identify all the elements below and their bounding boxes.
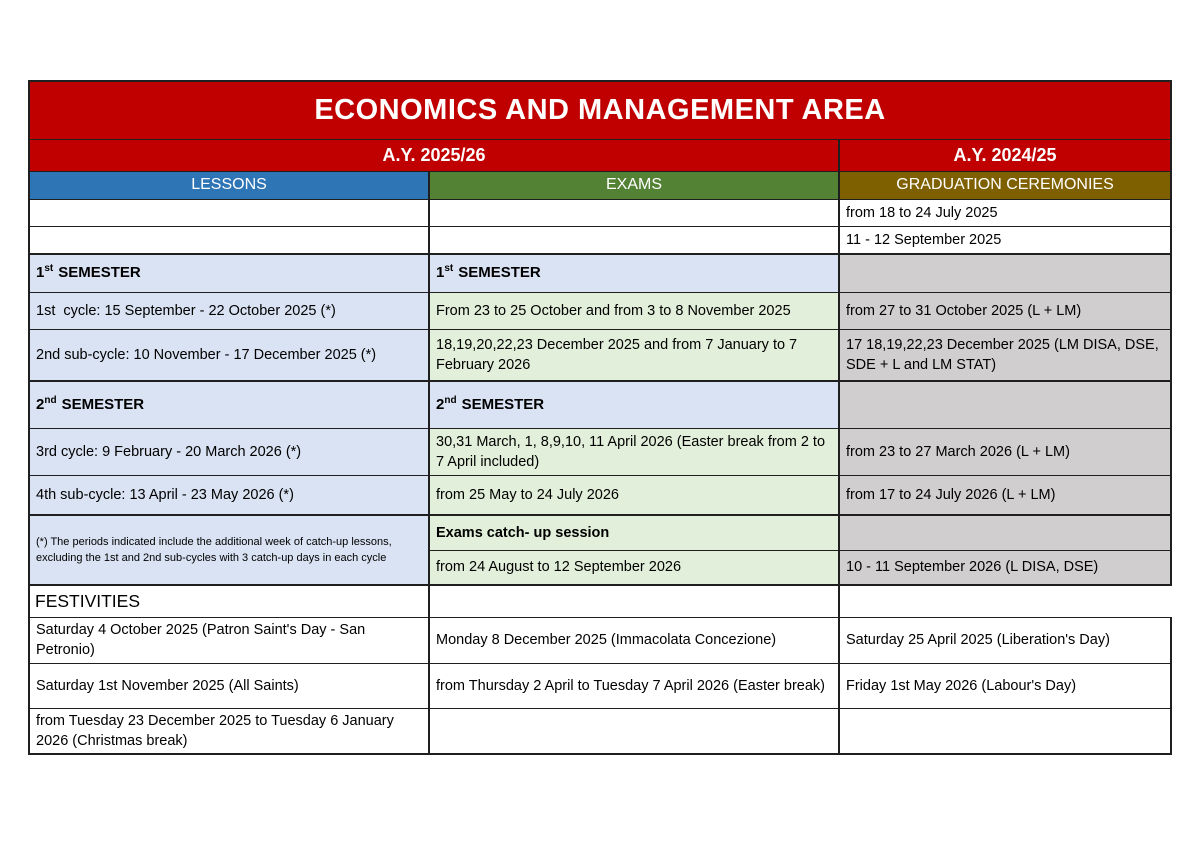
empty-graduation-cell — [837, 253, 1173, 293]
empty-lessons-cell — [28, 225, 430, 255]
empty-graduation-cell — [837, 707, 1173, 755]
semester-ordinal-suffix: nd — [444, 394, 457, 406]
graduation-september-2025-cell: 11 - 12 September 2025 — [837, 225, 1173, 255]
lessons-column-header: LESSONS — [28, 170, 430, 200]
third-cycle-lessons-cell: 3rd cycle: 9 February - 20 March 2026 (*… — [28, 427, 430, 476]
semester-number: 1 — [436, 264, 445, 282]
second-semester-lessons-cell: 2nd SEMESTER — [28, 380, 430, 429]
ay-2025-26-header: A.Y. 2025/26 — [28, 138, 840, 172]
fourth-subcycle-exams-cell: from 25 May to 24 July 2026 — [428, 474, 840, 516]
semester-word: SEMESTER — [58, 264, 141, 282]
semester-ordinal-suffix: nd — [44, 394, 57, 406]
empty-exams-cell — [428, 584, 840, 618]
first-semester-exams-cell: 1st SEMESTER — [428, 253, 840, 293]
empty-exams-cell — [428, 225, 840, 255]
semester-word: SEMESTER — [61, 395, 145, 413]
empty-graduation-cell — [837, 514, 1173, 551]
semester-number: 2 — [36, 395, 45, 413]
catchup-note-cell: (*) The periods indicated include the ad… — [28, 514, 430, 586]
empty-graduation-cell — [837, 584, 1172, 618]
all-saints-festivity-cell: Saturday 1st November 2025 (All Saints) — [28, 662, 430, 709]
second-subcycle-exams-cell: 18,19,20,22,23 December 2025 and from 7 … — [428, 328, 840, 382]
fourth-subcycle-lessons-cell: 4th sub-cycle: 13 April - 23 May 2026 (*… — [28, 474, 430, 516]
empty-exams-cell — [428, 198, 840, 227]
easter-break-festivity-cell: from Thursday 2 April to Tuesday 7 April… — [428, 662, 840, 709]
ay-2024-25-header: A.Y. 2024/25 — [837, 138, 1173, 172]
second-semester-exams-cell: 2nd SEMESTER — [428, 380, 840, 429]
semester-number: 2 — [436, 395, 445, 413]
third-cycle-graduation-cell: from 23 to 27 March 2026 (L + LM) — [837, 427, 1173, 476]
first-cycle-graduation-cell: from 27 to 31 October 2025 (L + LM) — [837, 291, 1173, 330]
empty-graduation-cell — [837, 380, 1173, 429]
title-banner: ECONOMICS AND MANAGEMENT AREA — [27, 80, 1173, 140]
second-subcycle-graduation-cell: 17 18,19,22,23 December 2025 (LM DISA, D… — [837, 328, 1173, 382]
third-cycle-exams-cell: 30,31 March, 1, 8,9,10, 11 April 2026 (E… — [428, 427, 840, 476]
labour-day-festivity-cell: Friday 1st May 2026 (Labour's Day) — [837, 662, 1173, 709]
graduation-july-2025-cell: from 18 to 24 July 2025 — [837, 198, 1173, 227]
semester-ordinal-suffix: st — [444, 263, 454, 275]
liberation-day-festivity-cell: Saturday 25 April 2025 (Liberation's Day… — [837, 616, 1173, 664]
second-subcycle-lessons-cell: 2nd sub-cycle: 10 November - 17 December… — [28, 328, 430, 382]
immacolata-festivity-cell: Monday 8 December 2025 (Immacolata Conce… — [428, 616, 840, 664]
exams-column-header: EXAMS — [428, 170, 840, 200]
first-cycle-lessons-cell: 1st cycle: 15 September - 22 October 202… — [28, 291, 430, 330]
semester-word: SEMESTER — [458, 264, 541, 282]
graduation-september-2026-cell: 10 - 11 September 2026 (L DISA, DSE) — [837, 549, 1173, 586]
patron-saint-festivity-cell: Saturday 4 October 2025 (Patron Saint's … — [28, 616, 430, 664]
first-semester-lessons-cell: 1st SEMESTER — [28, 253, 430, 293]
christmas-break-festivity-cell: from Tuesday 23 December 2025 to Tuesday… — [28, 707, 430, 755]
exams-catchup-title-cell: Exams catch- up session — [428, 514, 840, 551]
graduation-column-header: GRADUATION CEREMONIES — [837, 170, 1173, 200]
semester-number: 1 — [36, 264, 45, 282]
empty-lessons-cell — [28, 198, 430, 227]
semester-word: SEMESTER — [461, 395, 545, 413]
fourth-subcycle-graduation-cell: from 17 to 24 July 2026 (L + LM) — [837, 474, 1173, 516]
exams-catchup-dates-cell: from 24 August to 12 September 2026 — [428, 549, 840, 586]
festivities-header-cell: FESTIVITIES — [28, 584, 430, 618]
empty-exams-cell — [428, 707, 840, 755]
academic-calendar-table: ECONOMICS AND MANAGEMENT AREA A.Y. 2025/… — [27, 80, 1173, 755]
first-cycle-exams-cell: From 23 to 25 October and from 3 to 8 No… — [428, 291, 840, 330]
semester-ordinal-suffix: st — [44, 263, 54, 275]
